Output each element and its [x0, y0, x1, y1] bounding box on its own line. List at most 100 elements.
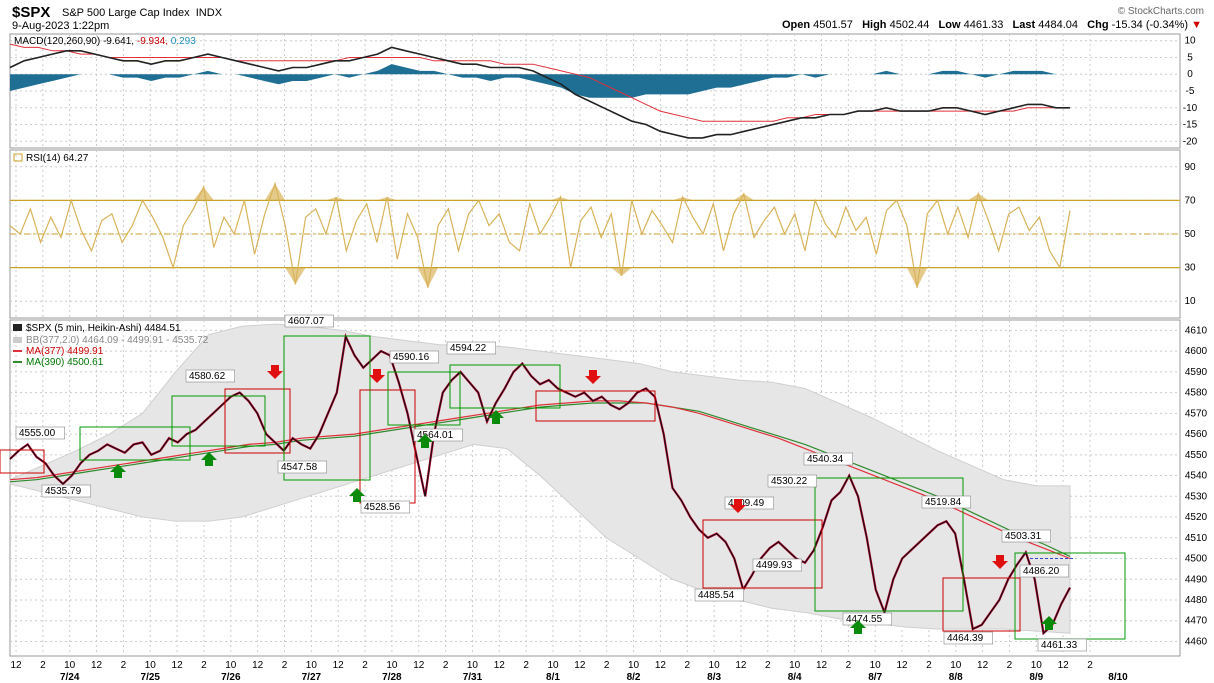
price-annotation: 4555.00 [15, 426, 66, 440]
sell-arrow-icon [267, 365, 283, 379]
x-tick-label: 2 [926, 660, 932, 671]
x-date-label: 8/9 [1029, 672, 1043, 683]
price-annotation-box [15, 426, 66, 440]
price-annotation: 4503.31 [1001, 529, 1052, 543]
x-tick-label: 12 [494, 660, 506, 671]
price-annotation-label: 4485.54 [698, 590, 735, 601]
price-annotation-label: 4580.62 [189, 371, 226, 382]
x-date-label: 8/10 [1108, 672, 1128, 683]
macd-legend: MACD(120,260,90) -9.641, -9.934, 0.293 [14, 36, 196, 47]
x-tick-label: 10 [950, 660, 962, 671]
pattern-box [171, 395, 266, 447]
macd-y-tick-label: 5 [1187, 52, 1193, 63]
rsi-y-tick-label: 50 [1184, 229, 1196, 240]
price-y-tick-label: 4520 [1185, 512, 1208, 523]
rsi-y-tick-label: 90 [1184, 162, 1196, 173]
price-annotation-box [767, 474, 818, 488]
ticker-name: S&P 500 Large Cap Index INDX [62, 7, 223, 19]
x-tick-label: 10 [709, 660, 721, 671]
pattern-box [283, 335, 371, 481]
rsi-legend-swatch [13, 153, 23, 162]
price-annotation: 4607.07 [284, 314, 335, 328]
bollinger-band [9, 323, 1071, 634]
price-annotation-box [284, 314, 335, 328]
macd-y-tick-label: -10 [1183, 103, 1198, 114]
price-annotation: 4486.20 [1019, 564, 1070, 578]
price-annotation-label: 4464.39 [947, 633, 984, 644]
ma390-legend: MA(390) 4500.61 [26, 357, 104, 368]
x-tick-label: 2 [523, 660, 529, 671]
price-annotation: 4464.39 [943, 631, 994, 645]
x-tick-label: 12 [977, 660, 989, 671]
sell-arrow-icon [730, 499, 746, 513]
chart-header: $SPX S&P 500 Large Cap Index INDX 9-Aug-… [0, 0, 1214, 34]
x-tick-label: 12 [252, 660, 264, 671]
price-annotation-box [1037, 638, 1088, 652]
x-tick-label: 10 [145, 660, 157, 671]
price-legend: $SPX (5 min, Heikin-Ashi) 4484.51 [26, 323, 181, 334]
x-tick-label: 2 [282, 660, 288, 671]
price-y-tick-label: 4580 [1185, 388, 1208, 399]
x-tick-label: 12 [10, 660, 22, 671]
price-annotation-label: 4461.33 [1041, 640, 1078, 651]
buy-arrow-icon [110, 464, 126, 478]
ma390-line [9, 402, 1071, 557]
price-annotation-label: 4590.16 [393, 352, 430, 363]
price-annotation-box [185, 369, 236, 383]
ticker-symbol[interactable]: $SPX [12, 4, 51, 21]
price-annotation-label: 4540.34 [807, 454, 844, 465]
x-tick-label: 2 [40, 660, 46, 671]
price-annotation: 4461.33 [1037, 638, 1088, 652]
rsi-y-tick-label: 70 [1184, 195, 1196, 206]
price-y-tick-label: 4610 [1185, 325, 1208, 336]
x-date-label: 7/25 [141, 672, 161, 683]
pattern-box [814, 477, 964, 612]
macd-signal-line [9, 43, 1070, 122]
x-tick-label: 10 [225, 660, 237, 671]
price-annotation: 4535.79 [41, 484, 92, 498]
buy-arrow-icon [488, 410, 504, 424]
price-annotation-box [752, 558, 803, 572]
x-date-label: 8/3 [707, 672, 721, 683]
price-y-tick-label: 4470 [1185, 616, 1208, 627]
x-tick-label: 2 [1087, 660, 1093, 671]
x-tick-label: 2 [362, 660, 368, 671]
price-annotation-label: 4530.22 [771, 476, 808, 487]
price-line [9, 334, 1071, 635]
pattern-box [942, 577, 1021, 632]
sell-arrow-icon [992, 555, 1008, 569]
price-y-tick-label: 4490 [1185, 574, 1208, 585]
price-annotation: 4590.16 [389, 350, 440, 364]
down-triangle-icon: ▼ [1191, 19, 1202, 31]
x-tick-label: 12 [413, 660, 425, 671]
price-y-tick-label: 4530 [1185, 491, 1208, 502]
price-annotation-box [360, 500, 411, 514]
price-annotation-label: 4564.01 [417, 430, 454, 441]
price-annotation: 4594.22 [446, 341, 497, 355]
price-legend-swatch [13, 324, 22, 331]
x-tick-label: 10 [547, 660, 559, 671]
x-tick-label: 12 [816, 660, 828, 671]
price-annotation-label: 4528.56 [364, 502, 401, 513]
macd-y-tick-label: -5 [1186, 86, 1195, 97]
sell-arrow-icon [585, 370, 601, 384]
x-tick-label: 12 [574, 660, 586, 671]
price-annotation-box [446, 341, 497, 355]
macd-histogram [10, 64, 1070, 98]
price-annotation-box [921, 495, 972, 509]
x-date-label: 8/7 [868, 672, 882, 683]
macd-y-tick-label: 10 [1184, 36, 1196, 47]
x-tick-label: 10 [1031, 660, 1043, 671]
price-y-tick-label: 4550 [1185, 450, 1208, 461]
x-tick-label: 12 [896, 660, 908, 671]
price-annotation: 4485.54 [694, 588, 745, 602]
macd-line [9, 46, 1070, 139]
price-annotation: 4528.56 [360, 500, 411, 514]
price-annotation-label: 4535.79 [45, 486, 82, 497]
bb-legend: BB(377,2.0) 4464.09 - 4499.91 - 4535.72 [26, 335, 209, 346]
price-y-tick-label: 4460 [1185, 636, 1208, 647]
price-annotation-label: 4474.55 [846, 614, 883, 625]
rsi-line [9, 181, 1071, 288]
x-tick-label: 10 [870, 660, 882, 671]
